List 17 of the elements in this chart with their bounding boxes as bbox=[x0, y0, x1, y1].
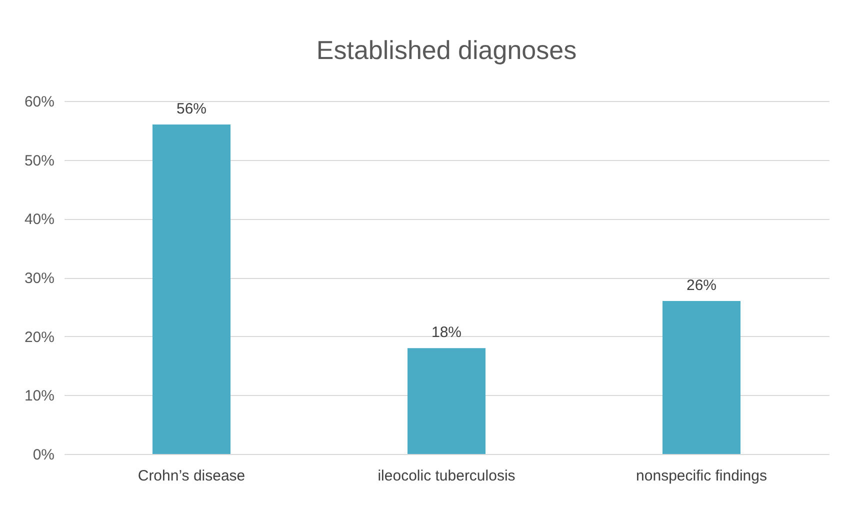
y-tick-label: 40% bbox=[24, 211, 54, 228]
bar bbox=[152, 124, 230, 454]
x-tick-label: Crohn’s disease bbox=[138, 468, 246, 484]
chart-title: Established diagnoses bbox=[316, 35, 577, 65]
y-tick-label: 60% bbox=[24, 94, 54, 110]
y-tick-label: 10% bbox=[24, 388, 54, 405]
bar bbox=[662, 301, 740, 454]
y-tick-label: 30% bbox=[24, 270, 54, 287]
data-label: 56% bbox=[176, 100, 207, 118]
data-label: 18% bbox=[431, 324, 462, 342]
x-tick-label: ileocolic tuberculosis bbox=[378, 468, 516, 484]
x-tick-label: nonspecific findings bbox=[636, 468, 767, 484]
data-label: 26% bbox=[686, 277, 717, 294]
y-tick-label: 0% bbox=[32, 446, 54, 464]
bar bbox=[408, 348, 486, 454]
y-tick-label: 50% bbox=[24, 152, 54, 170]
y-tick-label: 20% bbox=[24, 328, 54, 346]
